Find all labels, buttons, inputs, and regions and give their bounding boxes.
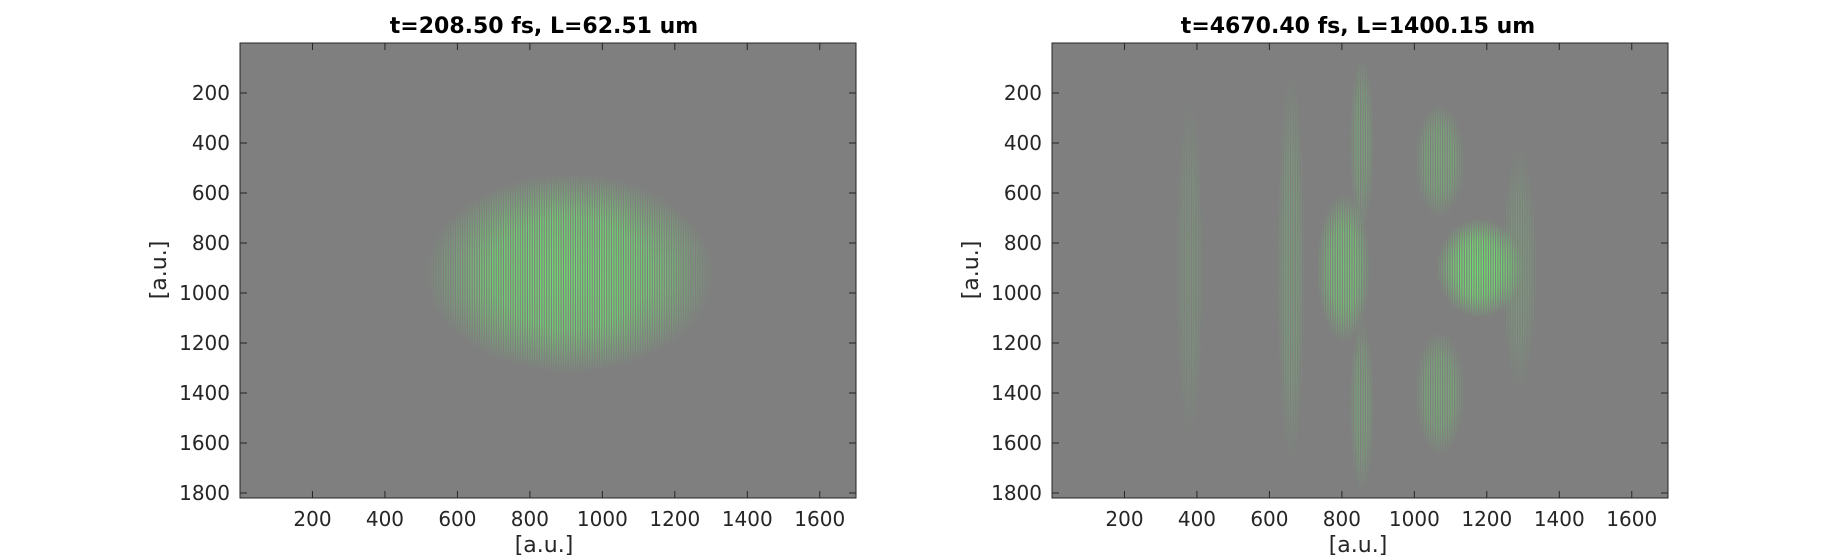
x-tick-label: 1000	[577, 507, 628, 531]
axes-box	[239, 42, 857, 499]
x-tick-label: 800	[511, 507, 549, 531]
y-tick-label: 1800	[991, 481, 1042, 505]
x-tick-label: 600	[438, 507, 476, 531]
axes-box	[1051, 42, 1669, 499]
pulse-region	[1349, 318, 1375, 493]
x-tick-label: 1200	[1461, 507, 1512, 531]
y-tick-label: 1200	[991, 331, 1042, 355]
pulse-region	[1414, 103, 1467, 218]
y-tick-label: 1400	[179, 381, 230, 405]
pulse-region	[1316, 193, 1371, 343]
x-tick-label: 1400	[1534, 507, 1585, 531]
x-tick-label: 200	[1105, 507, 1143, 531]
subplot-2: t=4670.40 fs, L=1400.15 um 200 400 600 800 1…	[959, 14, 1669, 558]
subplot-2-x-axis-label: [a.u.]	[1329, 533, 1388, 558]
y-tick-label: 400	[192, 131, 230, 155]
subplot-1-y-axis-label: [a.u.]	[147, 241, 172, 300]
pulse-region	[424, 173, 715, 373]
x-tick-label: 400	[1178, 507, 1216, 531]
y-tick-label: 1000	[179, 281, 230, 305]
y-tick-label: 200	[192, 81, 230, 105]
y-tick-label: 1600	[179, 431, 230, 455]
subplot-2-heatmap	[1052, 43, 1668, 498]
pulse-region	[1436, 218, 1524, 318]
pulse-region	[1501, 143, 1539, 393]
y-tick-label: 1800	[179, 481, 230, 505]
subplot-2-title: t=4670.40 fs, L=1400.15 um	[1181, 14, 1535, 39]
y-tick-label: 200	[1004, 81, 1042, 105]
x-tick-label: 800	[1323, 507, 1361, 531]
subplot-2-axes: 200 400 600 800 1000 1200 1400 1600 200 400 600 800…	[991, 42, 1669, 531]
pulse-region	[1276, 68, 1307, 468]
x-tick-label: 400	[366, 507, 404, 531]
y-tick-label: 1400	[991, 381, 1042, 405]
subplot-1-heatmap	[240, 43, 856, 498]
y-tick-label: 600	[192, 181, 230, 205]
subplot-1-x-axis-label: [a.u.]	[515, 533, 574, 558]
x-tick-label: 1000	[1389, 507, 1440, 531]
y-tick-label: 600	[1004, 181, 1042, 205]
x-tick-label: 1600	[794, 507, 845, 531]
y-tick-label: 1200	[179, 331, 230, 355]
pulse-region	[1414, 330, 1467, 456]
pulse-region	[1349, 55, 1375, 231]
y-tick-label: 1600	[991, 431, 1042, 455]
x-tick-label: 600	[1250, 507, 1288, 531]
pulse-region	[1175, 93, 1206, 443]
x-tick-label: 200	[293, 507, 331, 531]
x-tick-label: 1200	[649, 507, 700, 531]
y-tick-label: 800	[1004, 231, 1042, 255]
x-tick-label: 1600	[1606, 507, 1657, 531]
subplot-2-y-axis-label: [a.u.]	[959, 241, 984, 300]
subplot-1: t=208.50 fs, L=62.51 um 200 400 600 800 1000…	[147, 14, 857, 558]
subplot-1-title: t=208.50 fs, L=62.51 um	[390, 14, 698, 39]
y-tick-label: 1000	[991, 281, 1042, 305]
y-tick-label: 400	[1004, 131, 1042, 155]
x-tick-label: 1400	[722, 507, 773, 531]
subplot-1-axes: 200 400 600 800 1000 1200 1400 1600 200 400 600 800…	[179, 42, 857, 531]
y-tick-label: 800	[192, 231, 230, 255]
